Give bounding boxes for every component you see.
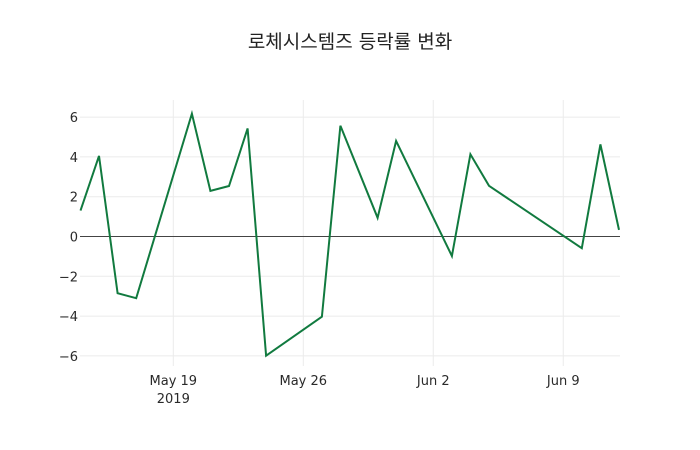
y-tick-label: −4 <box>59 310 78 325</box>
series-line <box>79 109 620 358</box>
y-tick-label: −6 <box>59 350 78 365</box>
y-tick-label: 2 <box>70 191 78 206</box>
grid-lines <box>80 100 620 366</box>
y-tick-label: −2 <box>59 270 78 285</box>
x-axis-ticks: May 19 2019 May 26 Jun 2 Jun 9 <box>150 374 580 407</box>
x-tick-label: May 19 <box>150 374 198 389</box>
x-tick-label: Jun 9 <box>546 374 580 389</box>
y-tick-label: 0 <box>70 231 78 246</box>
y-tick-label: 4 <box>70 151 78 166</box>
y-tick-label: 6 <box>70 111 78 126</box>
x-tick-label: May 26 <box>280 374 328 389</box>
x-tick-sublabel: 2019 <box>157 392 190 407</box>
x-tick-label: Jun 2 <box>416 374 450 389</box>
y-axis-ticks: 6 4 2 0 −2 −4 −6 <box>59 111 78 365</box>
chart-title: 로체시스템즈 등락률 변화 <box>247 31 453 53</box>
series-polyline <box>79 109 620 358</box>
